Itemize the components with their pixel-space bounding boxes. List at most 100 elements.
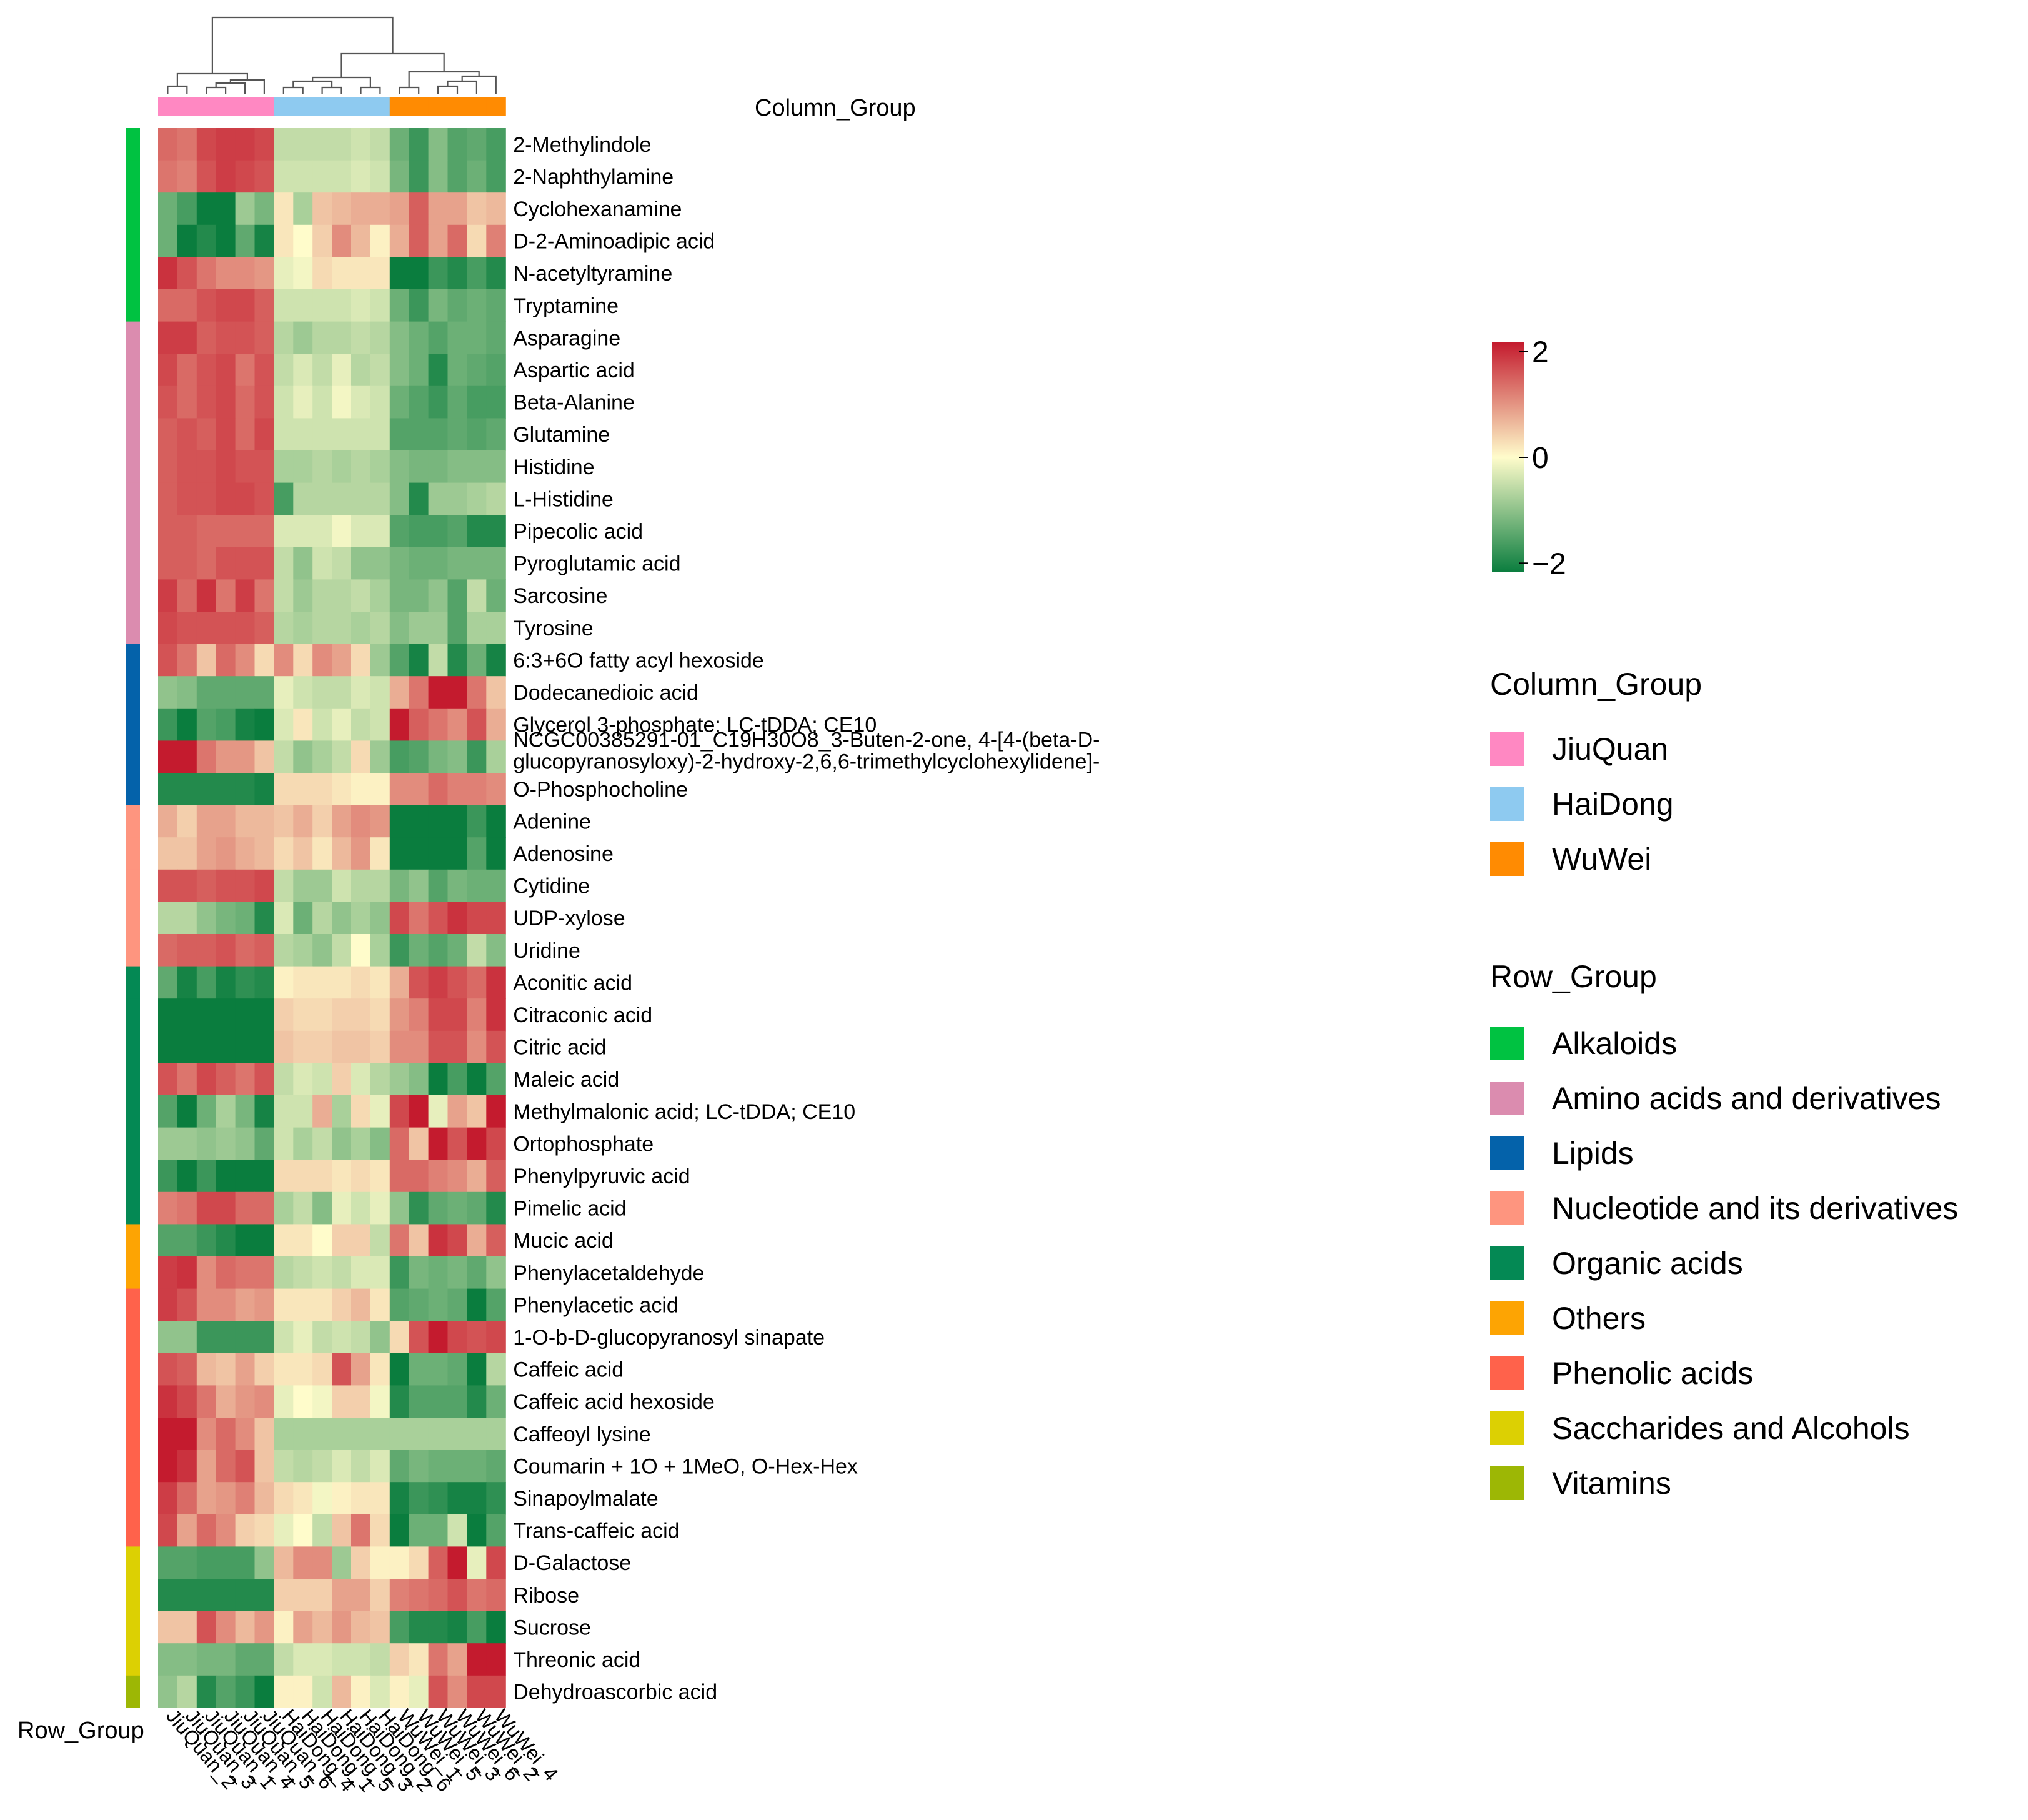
heatmap-cell-methylmalonic-acid-lc-tdda-ce10-haidong-1 [293, 1095, 313, 1128]
heatmap-cell-pipecolic-acid-haidong-6 [370, 515, 390, 548]
heatmap-cell-udp-xylose-haidong-6 [370, 902, 390, 935]
heatmap-cell-pimelic-acid-jiuquan-4 [216, 1191, 236, 1225]
heatmap-cell-phenylacetic-acid-wuwei-1 [389, 1288, 410, 1321]
heatmap-cell-trans-caffeic-acid-wuwei-3 [428, 1514, 449, 1547]
heatmap-cell-d-2-aminoadipic-acid-haidong-5 [312, 224, 332, 257]
heatmap-cell-cytidine-haidong-5 [312, 869, 332, 902]
heatmap-cell-tyrosine-haidong-6 [370, 612, 390, 645]
heatmap-cell-d-2-aminoadipic-acid-wuwei-6 [447, 224, 467, 257]
heatmap-cell-1-o-b-d-glucopyranosyl-sinapate-haidong-1 [293, 1321, 313, 1354]
heatmap-cell-glycerol-3-phosphate-lc-tdda-ce10-wuwei-1 [389, 708, 410, 741]
heatmap-cell-methylmalonic-acid-lc-tdda-ce10-wuwei-6 [447, 1095, 467, 1128]
heatmap-cell-citraconic-acid-jiuquan-5 [235, 998, 256, 1032]
heatmap-cell-2-methylindole-jiuquan-4 [216, 128, 236, 161]
heatmap-cell-histidine-wuwei-3 [428, 450, 449, 484]
heatmap-cell-2-naphthylamine-jiuquan-1 [196, 160, 217, 193]
heatmap-cell-sarcosine-jiuquan-6 [254, 579, 274, 612]
heatmap-cell-6-3-6o-fatty-acyl-hexoside-wuwei-5 [409, 644, 429, 677]
heatmap-cell-glutamine-jiuquan-3 [177, 418, 197, 451]
heatmap-cell-dehydroascorbic-acid-haidong-3 [332, 1675, 352, 1708]
heatmap-cell-tryptamine-jiuquan-5 [235, 289, 256, 322]
heatmap-cell-maleic-acid-jiuquan-4 [216, 1063, 236, 1096]
heatmap-cell-ncgc00385291-01-c19h30o8-3-buten-2-one-4-4-beta--haidong-1 [293, 740, 313, 773]
heatmap-cell-6-3-6o-fatty-acyl-hexoside-wuwei-1 [389, 644, 410, 677]
heatmap-cell-d-galactose-jiuquan-3 [177, 1546, 197, 1579]
heatmap-cell-pipecolic-acid-haidong-1 [293, 515, 313, 548]
heatmap-cell-sinapoylmalate-jiuquan-6 [254, 1482, 274, 1515]
heatmap-cell-caffeoyl-lysine-wuwei-6 [447, 1418, 467, 1451]
heatmap-cell-l-histidine-wuwei-6 [447, 482, 467, 515]
heatmap-cell-phenylacetaldehyde-jiuquan-6 [254, 1256, 274, 1290]
row-group-swatch-methylmalonic-acid-lc-tdda-ce10 [126, 1095, 140, 1128]
heatmap-cell-tyrosine-haidong-1 [293, 612, 313, 645]
row-label-l-histidine: L-Histidine [513, 487, 614, 511]
heatmap-cell-dehydroascorbic-acid-jiuquan-2 [158, 1675, 178, 1708]
heatmap-cell-adenosine-jiuquan-2 [158, 837, 178, 870]
heatmap-cell-pipecolic-acid-wuwei-1 [389, 515, 410, 548]
heatmap-cell-aconitic-acid-wuwei-4 [486, 966, 506, 999]
heatmap-cell-glutamine-wuwei-1 [389, 418, 410, 451]
heatmap-cell-6-3-6o-fatty-acyl-hexoside-wuwei-4 [486, 644, 506, 677]
legend-label-nucleotide-and-its-derivatives: Nucleotide and its derivatives [1552, 1191, 1958, 1226]
heatmap-cell-aconitic-acid-jiuquan-4 [216, 966, 236, 999]
heatmap-cell-caffeic-acid-haidong-3 [332, 1353, 352, 1386]
heatmap-cell-phenylacetic-acid-wuwei-3 [428, 1288, 449, 1321]
heatmap-cell-beta-alanine-jiuquan-3 [177, 385, 197, 419]
heatmap-cell-cytidine-haidong-6 [370, 869, 390, 902]
heatmap-cell-aspartic-acid-wuwei-2 [467, 354, 487, 387]
heatmap-cell-2-naphthylamine-wuwei-3 [428, 160, 449, 193]
heatmap-cell-adenine-jiuquan-2 [158, 805, 178, 838]
heatmap-cell-cyclohexanamine-jiuquan-1 [196, 192, 217, 226]
column-group-swatch-jiuquan-1 [196, 97, 217, 116]
heatmap-cell-d-2-aminoadipic-acid-jiuquan-4 [216, 224, 236, 257]
heatmap-cell-coumarin-1o-1meo-o-hex-hex-jiuquan-2 [158, 1450, 178, 1483]
heatmap-cell-caffeic-acid-hexoside-jiuquan-3 [177, 1385, 197, 1418]
heatmap-cell-caffeic-acid-hexoside-haidong-2 [351, 1385, 371, 1418]
heatmap-cell-caffeic-acid-hexoside-wuwei-5 [409, 1385, 429, 1418]
heatmap-cell-o-phosphocholine-jiuquan-4 [216, 773, 236, 806]
heatmap-cell-cyclohexanamine-jiuquan-2 [158, 192, 178, 226]
heatmap-cell-dodecanedioic-acid-haidong-2 [351, 676, 371, 709]
heatmap-cell-6-3-6o-fatty-acyl-hexoside-wuwei-3 [428, 644, 449, 677]
heatmap-cell-caffeic-acid-hexoside-jiuquan-2 [158, 1385, 178, 1418]
row-label-aconitic-acid: Aconitic acid [513, 971, 632, 995]
heatmap-cell-uridine-wuwei-6 [447, 934, 467, 967]
heatmap-cell-cyclohexanamine-haidong-6 [370, 192, 390, 226]
heatmap-cell-sarcosine-jiuquan-5 [235, 579, 256, 612]
heatmap-cell-l-histidine-haidong-1 [293, 482, 313, 515]
heatmap-cell-phenylacetaldehyde-jiuquan-4 [216, 1256, 236, 1290]
heatmap-cell-caffeoyl-lysine-wuwei-1 [389, 1418, 410, 1451]
dendrogram-branch-c [215, 82, 246, 94]
heatmap-cell-2-methylindole-jiuquan-3 [177, 128, 197, 161]
heatmap-cell-coumarin-1o-1meo-o-hex-hex-jiuquan-3 [177, 1450, 197, 1483]
row-group-swatch-mucic-acid [126, 1224, 140, 1257]
heatmap-cell-coumarin-1o-1meo-o-hex-hex-haidong-2 [351, 1450, 371, 1483]
row-label-d-galactose: D-Galactose [513, 1551, 631, 1575]
heatmap-cell-caffeoyl-lysine-jiuquan-1 [196, 1418, 217, 1451]
heatmap-cell-dodecanedioic-acid-haidong-3 [332, 676, 352, 709]
heatmap-cell-phenylpyruvic-acid-haidong-5 [312, 1160, 332, 1193]
row-group-swatch-beta-alanine [126, 385, 140, 419]
heatmap-cell-n-acetyltyramine-wuwei-2 [467, 257, 487, 290]
row-label-ncgc00385291-01-c19h30o8-3-buten-2-one-4-4-beta-: NCGC00385291-01_C19H30O8_3-Buten-2-one, … [513, 728, 1100, 773]
heatmap-cell-uridine-wuwei-5 [409, 934, 429, 967]
legend-swatch-saccharides-and-alcohols [1490, 1411, 1524, 1445]
heatmap-cell-udp-xylose-wuwei-5 [409, 902, 429, 935]
row-label-adenosine: Adenosine [513, 842, 614, 866]
heatmap-cell-uridine-haidong-3 [332, 934, 352, 967]
heatmap-cell-ortophosphate-haidong-2 [351, 1127, 371, 1160]
heatmap-cell-histidine-haidong-5 [312, 450, 332, 484]
heatmap-cell-aspartic-acid-wuwei-4 [486, 354, 506, 387]
heatmap-cell-d-galactose-wuwei-2 [467, 1546, 487, 1579]
heatmap-cell-phenylacetic-acid-wuwei-2 [467, 1288, 487, 1321]
heatmap-cell-phenylacetaldehyde-haidong-5 [312, 1256, 332, 1290]
heatmap-cell-d-2-aminoadipic-acid-wuwei-4 [486, 224, 506, 257]
heatmap-cell-udp-xylose-jiuquan-3 [177, 902, 197, 935]
heatmap-cell-mucic-acid-wuwei-3 [428, 1224, 449, 1257]
row-label-beta-alanine: Beta-Alanine [513, 391, 635, 415]
row-label-d-2-aminoadipic-acid: D-2-Aminoadipic acid [513, 230, 715, 254]
heatmap-cell-citric-acid-wuwei-4 [486, 1030, 506, 1063]
heatmap-cell-dodecanedioic-acid-jiuquan-4 [216, 676, 236, 709]
heatmap-cell-d-galactose-jiuquan-5 [235, 1546, 256, 1579]
heatmap-cell-l-histidine-jiuquan-3 [177, 482, 197, 515]
